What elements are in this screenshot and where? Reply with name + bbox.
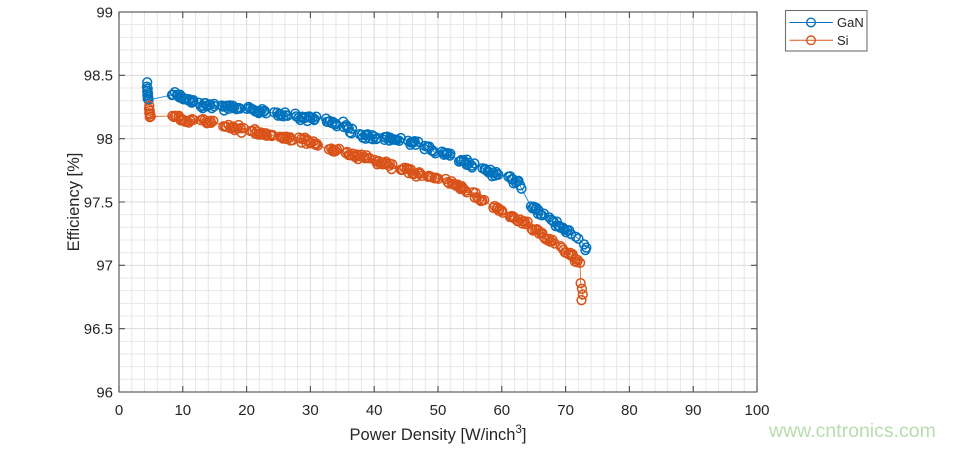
svg-text:96: 96 <box>96 384 113 401</box>
svg-text:60: 60 <box>493 402 510 419</box>
svg-text:97: 97 <box>96 258 113 275</box>
svg-text:99: 99 <box>96 4 113 21</box>
svg-text:90: 90 <box>685 402 702 419</box>
svg-text:98.5: 98.5 <box>84 68 113 85</box>
svg-text:98: 98 <box>96 131 113 148</box>
svg-text:97.5: 97.5 <box>84 194 113 211</box>
svg-text:Si: Si <box>837 33 849 48</box>
svg-text:10: 10 <box>174 402 191 419</box>
svg-text:GaN: GaN <box>837 15 864 30</box>
svg-text:30: 30 <box>302 402 319 419</box>
svg-text:40: 40 <box>366 402 383 419</box>
svg-text:Efficiency [%]: Efficiency [%] <box>65 153 83 252</box>
svg-text:Power Density [W/inch3]: Power Density [W/inch3] <box>350 424 527 444</box>
svg-text:70: 70 <box>557 402 574 419</box>
svg-text:0: 0 <box>115 402 123 419</box>
svg-text:96.5: 96.5 <box>84 321 113 338</box>
svg-text:20: 20 <box>238 402 255 419</box>
svg-text:50: 50 <box>430 402 447 419</box>
svg-text:www.cntronics.com: www.cntronics.com <box>768 420 936 442</box>
svg-text:100: 100 <box>744 402 769 419</box>
svg-text:80: 80 <box>621 402 638 419</box>
